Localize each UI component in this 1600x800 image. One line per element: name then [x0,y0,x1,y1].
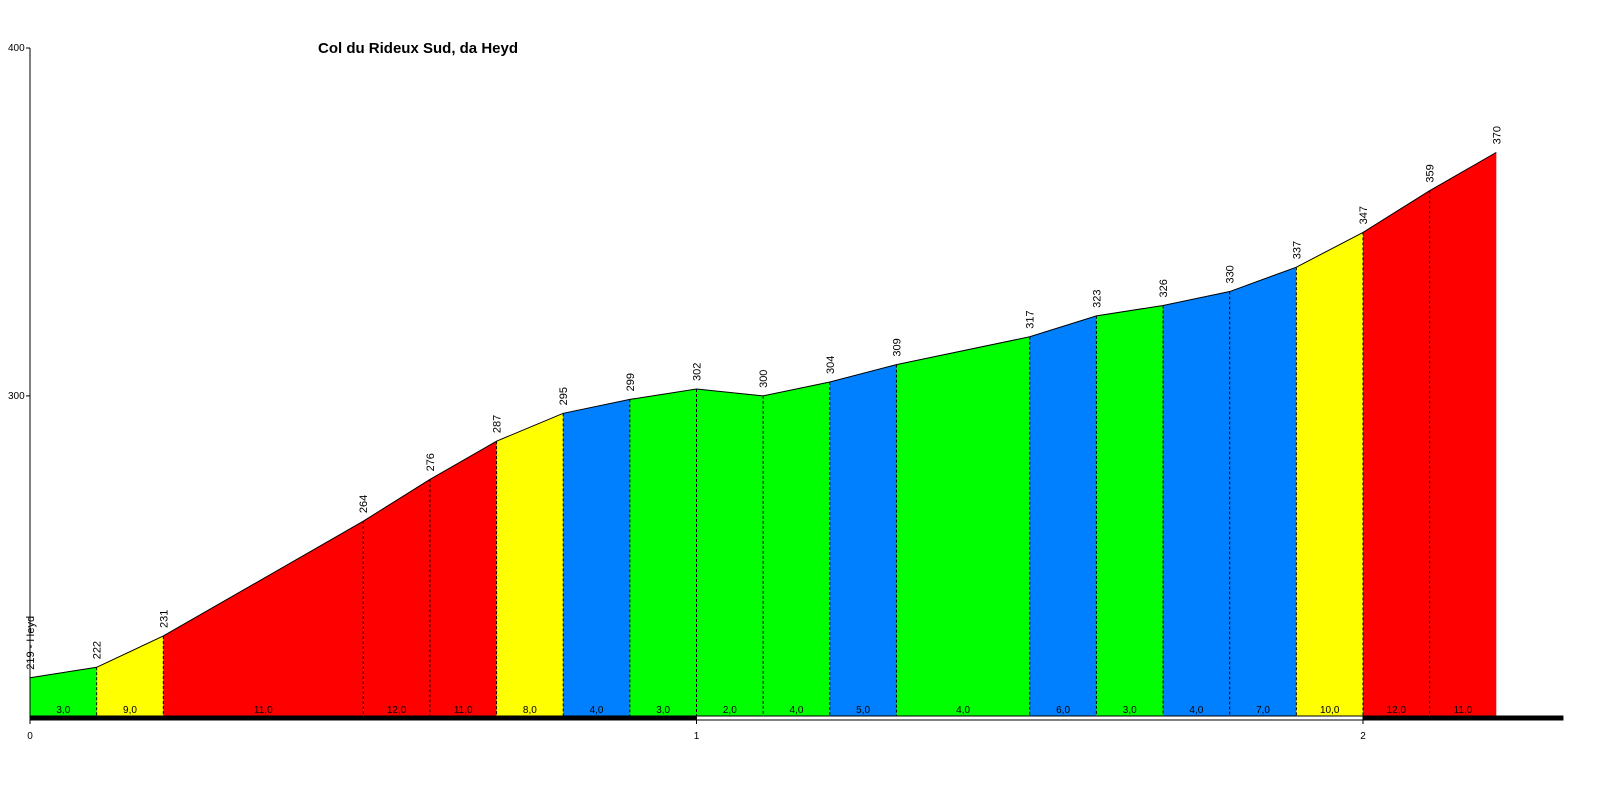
y-tick-label: 400 [8,43,25,54]
elevation-label: 370 [1491,126,1503,144]
grade-label: 4,0 [956,705,970,716]
x-tick-label: 2 [1360,731,1366,742]
grade-segment [1429,152,1497,716]
grade-segment [763,382,830,716]
elevation-label: 219 - Heyd [25,616,37,670]
grade-label: 5,0 [856,705,870,716]
grade-label: 11,0 [1454,705,1473,716]
elevation-label: 231 [158,610,170,628]
elevation-label: 317 [1025,310,1037,328]
grade-segment [1363,190,1430,717]
grade-segment [896,336,1030,716]
grade-label: 3,0 [656,705,670,716]
grade-segment [829,364,897,716]
elevation-label: 299 [625,373,637,391]
grade-label: 3,0 [1123,705,1137,716]
grade-segment [1229,267,1297,716]
elevation-label: 300 [758,370,770,388]
grade-segment [496,413,564,716]
grade-label: 4,0 [790,705,804,716]
elevation-label: 264 [358,495,370,513]
elevation-label: 323 [1091,290,1103,308]
elevation-label: 326 [1158,279,1170,297]
y-tick-label: 300 [8,391,25,402]
grade-segment [1163,291,1230,716]
grade-label: 11,0 [454,705,473,716]
grade-label: 7,0 [1256,705,1270,716]
elevation-label: 304 [825,356,837,374]
grade-segment [429,441,497,716]
grade-label: 6,0 [1056,705,1070,716]
grade-segment [30,667,97,716]
grade-label: 12,0 [1387,705,1407,716]
grade-segment [696,388,764,716]
grade-label: 3,0 [56,705,70,716]
grade-segment [363,479,430,716]
grade-segment [163,521,364,716]
elevation-label: 222 [92,641,104,659]
profile-line [29,151,1497,679]
grade-label: 9,0 [123,705,137,716]
grade-segment [1096,305,1164,716]
grade-segment [96,635,164,716]
distance-bar [696,715,1364,721]
grade-segment [563,399,630,716]
elevation-label: 330 [1225,265,1237,283]
x-tick-label: 0 [27,731,33,742]
grade-label: 11,0 [254,705,273,716]
grade-label: 8,0 [523,705,537,716]
grade-label: 12,0 [387,705,407,716]
distance-bar [1362,715,1564,721]
distance-bar [29,715,697,721]
grade-segment [1296,232,1363,717]
grade-label: 4,0 [1189,705,1203,716]
elevation-label: 276 [425,453,437,471]
x-tick-label: 1 [694,731,700,742]
grade-label: 10,0 [1320,705,1340,716]
grade-segment [629,388,697,716]
chart-title: Col du Rideux Sud, da Heyd [318,40,518,57]
grade-label: 2,0 [723,705,737,716]
elevation-label: 287 [492,415,504,433]
grade-label: 4,0 [590,705,604,716]
elevation-label: 347 [1358,206,1370,224]
elevation-label: 359 [1425,164,1437,182]
elevation-label: 309 [891,338,903,356]
elevation-label: 337 [1291,241,1303,259]
grade-segment [1029,315,1097,716]
elevation-label: 295 [558,387,570,405]
elevation-label: 302 [692,363,704,381]
